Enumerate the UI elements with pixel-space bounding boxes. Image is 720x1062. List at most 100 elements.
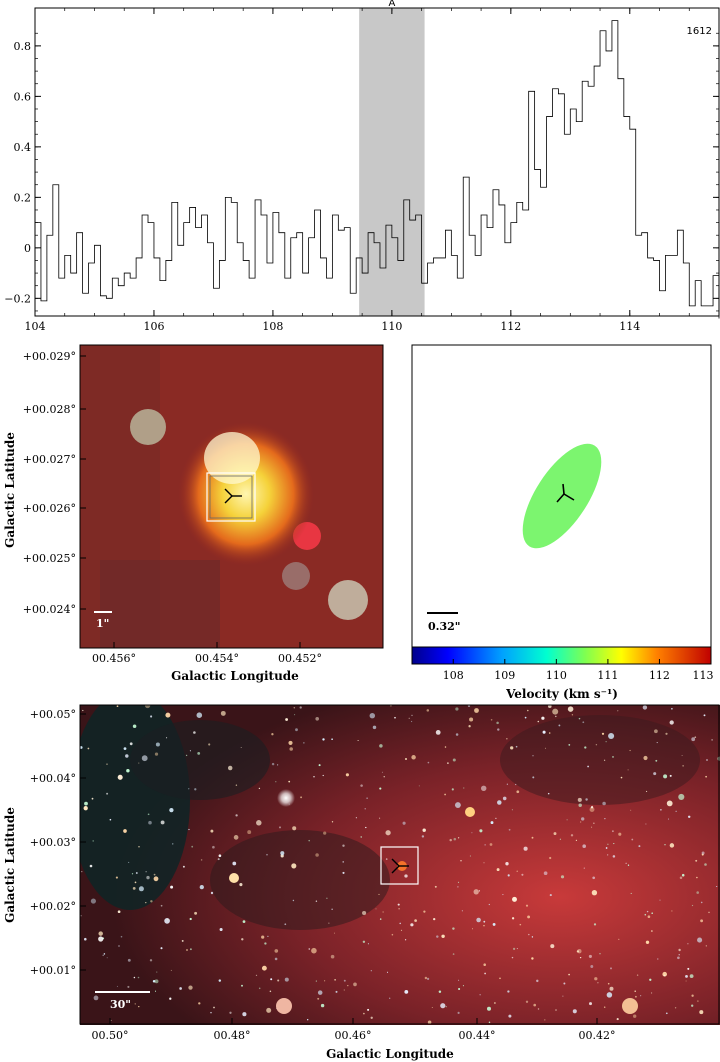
field-star <box>457 881 460 884</box>
y-tick-label: +00.025° <box>23 552 76 565</box>
field-star <box>460 859 462 862</box>
field-star <box>662 971 667 977</box>
field-star <box>506 738 508 740</box>
field-star <box>669 720 674 725</box>
field-star <box>490 821 494 825</box>
field-star <box>240 746 242 749</box>
field-star <box>611 830 614 833</box>
field-star <box>525 904 529 907</box>
field-star <box>677 956 680 960</box>
field-star <box>91 797 94 800</box>
x-axis-label: Galactic Longitude <box>326 1047 454 1061</box>
field-star <box>703 714 706 717</box>
field-star <box>711 739 713 741</box>
field-star <box>458 979 460 981</box>
field-star <box>697 937 703 943</box>
field-star <box>233 835 239 840</box>
field-star <box>427 1020 432 1025</box>
field-star <box>618 938 620 941</box>
field-star <box>382 911 384 913</box>
field-star <box>217 858 220 861</box>
field-star <box>434 885 437 888</box>
field-star <box>87 747 90 750</box>
field-star <box>213 1006 215 1009</box>
field-star <box>708 911 710 914</box>
field-star <box>132 724 137 728</box>
field-star <box>172 843 174 845</box>
field-star <box>154 979 159 984</box>
field-star <box>165 712 171 718</box>
field-star <box>385 858 388 860</box>
zoom-box <box>380 846 419 885</box>
field-star <box>270 978 273 981</box>
field-star <box>266 853 268 856</box>
field-star <box>508 1014 512 1018</box>
field-star <box>681 754 683 757</box>
field-star <box>109 818 112 821</box>
field-star <box>123 829 127 833</box>
x-tick-label: 110 <box>381 320 402 333</box>
field-star <box>258 787 261 790</box>
field-star <box>342 844 345 847</box>
field-star <box>691 904 694 907</box>
field-star <box>630 809 632 811</box>
field-star <box>469 717 474 722</box>
field-star <box>153 876 159 882</box>
field-star <box>188 828 190 831</box>
field-star <box>656 742 658 744</box>
field-star <box>665 1012 668 1015</box>
maser-marker <box>391 858 409 874</box>
y-tick-label: +00.04° <box>30 772 76 785</box>
field-star <box>527 709 529 712</box>
field-star <box>328 922 330 924</box>
field-star <box>527 915 531 919</box>
field-star <box>563 982 566 985</box>
field-star <box>294 714 296 716</box>
field-star <box>685 975 688 978</box>
field-star <box>154 752 159 756</box>
y-axis-label: Galactic Latitude <box>3 807 17 923</box>
field-star <box>547 792 550 795</box>
field-star <box>607 854 609 856</box>
field-star <box>130 409 166 445</box>
field-star <box>280 851 285 856</box>
field-star <box>678 954 680 956</box>
field-star <box>664 844 666 846</box>
field-star <box>467 705 471 708</box>
field-star <box>550 944 555 949</box>
scale-bar-label: 0.32" <box>428 620 461 633</box>
field-star <box>160 820 165 825</box>
field-star <box>331 738 333 741</box>
field-star <box>572 1009 577 1014</box>
field-star <box>681 873 685 877</box>
field-star <box>103 953 106 955</box>
field-star <box>284 977 289 982</box>
field-star <box>84 937 87 941</box>
field-star <box>132 887 136 890</box>
field-star <box>566 819 568 821</box>
field-star <box>218 979 222 982</box>
field-star <box>691 1004 694 1007</box>
field-star <box>261 965 267 971</box>
field-star <box>444 746 447 748</box>
field-star <box>418 785 420 787</box>
field-star <box>591 826 593 828</box>
field-star <box>185 754 188 757</box>
field-star <box>128 861 130 863</box>
field-star <box>488 903 490 906</box>
field-star <box>440 1003 446 1009</box>
field-star <box>242 920 246 923</box>
y-tick-label: 0.4 <box>14 141 32 154</box>
field-star <box>705 758 709 762</box>
field-star <box>227 765 233 771</box>
field-star <box>512 947 516 951</box>
field-star <box>451 788 454 791</box>
field-star <box>468 725 471 728</box>
field-star <box>400 929 403 932</box>
velocity-map-panel: 0.32" 108 109 110 111 112 113 Velocity (km s⁻… <box>411 344 714 701</box>
field-star <box>331 908 333 910</box>
field-star <box>280 854 284 858</box>
field-star <box>423 910 426 913</box>
field-star <box>603 1006 606 1008</box>
